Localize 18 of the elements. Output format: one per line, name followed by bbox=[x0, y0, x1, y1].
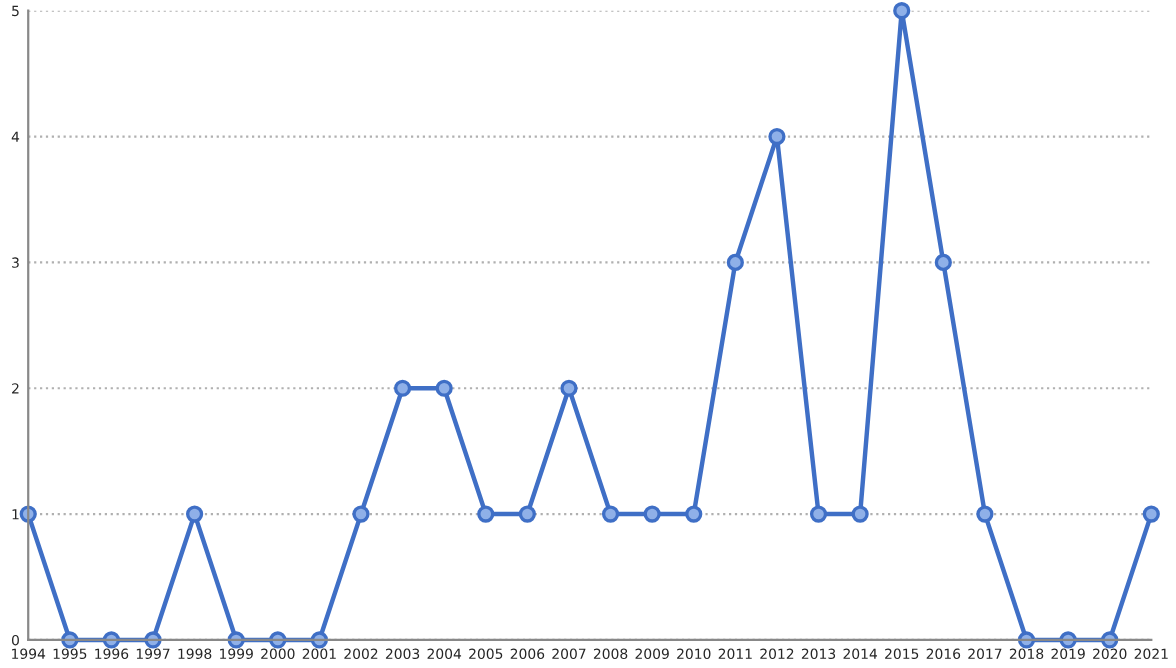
point bbox=[352, 505, 370, 523]
point bbox=[685, 505, 703, 523]
point bbox=[851, 505, 869, 523]
point bbox=[726, 253, 744, 271]
point bbox=[934, 253, 952, 271]
point bbox=[809, 505, 828, 523]
point bbox=[477, 505, 495, 523]
point bbox=[601, 505, 620, 523]
point bbox=[393, 379, 412, 397]
point bbox=[1142, 505, 1160, 523]
point bbox=[518, 505, 536, 523]
point bbox=[435, 379, 453, 397]
point bbox=[643, 505, 661, 523]
point bbox=[976, 505, 994, 523]
point bbox=[893, 2, 911, 20]
point bbox=[560, 379, 578, 397]
point bbox=[185, 505, 204, 523]
point bbox=[768, 127, 786, 146]
